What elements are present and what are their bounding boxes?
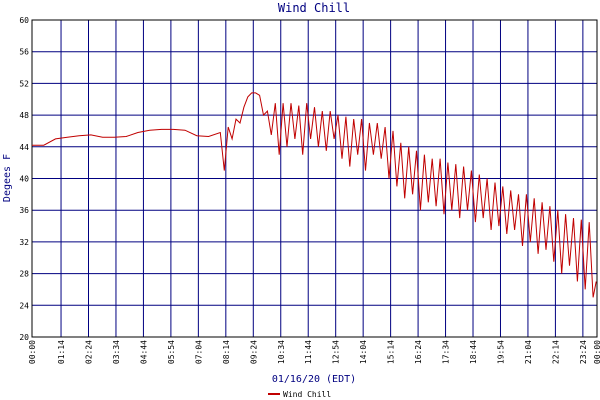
y-tick-label: 44 — [19, 143, 29, 152]
x-tick-label: 10:34 — [277, 340, 286, 364]
x-tick-label: 04:44 — [139, 340, 148, 364]
chart-title: Wind Chill — [278, 1, 350, 15]
x-tick-label: 00:00 — [28, 340, 37, 364]
x-tick-label: 00:00 — [593, 340, 600, 364]
x-tick-label: 11:44 — [304, 340, 313, 364]
x-tick-label: 09:24 — [249, 340, 258, 364]
x-tick-label: 05:54 — [167, 340, 176, 364]
x-tick-label: 01:14 — [57, 340, 66, 364]
x-tick-label: 18:44 — [469, 340, 478, 364]
y-tick-label: 48 — [19, 111, 29, 120]
data-line — [32, 92, 597, 298]
x-tick-label: 23:24 — [579, 340, 588, 364]
legend-label: Wind Chill — [283, 390, 331, 399]
x-tick-label: 15:14 — [387, 340, 396, 364]
x-tick-label: 17:34 — [442, 340, 451, 364]
x-tick-label: 22:14 — [551, 340, 560, 364]
x-tick-label: 08:14 — [222, 340, 231, 364]
x-tick-label: 07:04 — [194, 340, 203, 364]
x-tick-label: 19:54 — [496, 340, 505, 364]
plot-border — [31, 19, 598, 338]
x-axis-label: 01/16/20 (EDT) — [272, 374, 356, 385]
y-tick-label: 20 — [19, 333, 29, 342]
y-tick-label: 32 — [19, 238, 29, 247]
x-tick-label: 21:04 — [524, 340, 533, 364]
x-tick-label: 14:04 — [359, 340, 368, 364]
y-tick-label: 60 — [19, 16, 29, 25]
x-tick-label: 02:24 — [85, 340, 94, 364]
y-tick-label: 52 — [19, 79, 29, 88]
y-tick-label: 24 — [19, 301, 29, 310]
x-tick-label: 12:54 — [332, 340, 341, 364]
y-tick-label: 36 — [19, 206, 29, 215]
y-tick-label: 40 — [19, 175, 29, 184]
x-tick-label: 16:24 — [414, 340, 423, 364]
y-axis-label: Degees F — [2, 154, 13, 202]
x-tick-label: 03:34 — [112, 340, 121, 364]
y-tick-label: 28 — [19, 270, 29, 279]
y-tick-label: 56 — [19, 48, 29, 57]
